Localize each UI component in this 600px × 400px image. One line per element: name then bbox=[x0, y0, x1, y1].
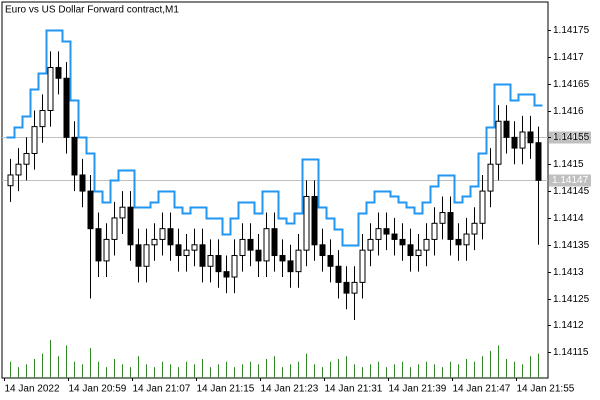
candle-body bbox=[247, 238, 254, 251]
candle-body bbox=[279, 255, 286, 262]
candle-body bbox=[151, 238, 158, 246]
candle-body bbox=[271, 228, 278, 257]
y-tick-label: 1.14115 bbox=[553, 347, 589, 358]
y-tick-label: 1.14135 bbox=[553, 240, 590, 251]
candle-body bbox=[215, 255, 222, 273]
x-tick-label: 14 Jan 20:59 bbox=[69, 384, 127, 395]
plot-frame bbox=[1, 1, 549, 379]
candle-body bbox=[511, 136, 518, 149]
candle-body bbox=[87, 190, 94, 230]
candle-body bbox=[519, 131, 526, 149]
candle-body bbox=[31, 126, 38, 154]
y-tick-label: 1.1416 bbox=[553, 106, 584, 117]
candle-body bbox=[199, 244, 206, 267]
y-tick-label: 1.1412 bbox=[553, 320, 584, 331]
candle-body bbox=[399, 238, 406, 246]
x-tick-label: 14 Jan 21:47 bbox=[453, 384, 511, 395]
chart-title: Euro vs US Dollar Forward contract,M1 bbox=[5, 5, 179, 16]
y-tick-label: 1.1415 bbox=[553, 159, 584, 170]
candle-body bbox=[407, 244, 414, 257]
candle-body bbox=[263, 228, 270, 262]
candle-body bbox=[23, 152, 30, 165]
candle-body bbox=[447, 212, 454, 240]
candle-body bbox=[207, 255, 214, 267]
candle-body bbox=[375, 228, 382, 240]
candle-body bbox=[391, 233, 398, 240]
x-tick-label: 14 Jan 2022 bbox=[5, 384, 60, 395]
x-tick-label: 14 Jan 21:31 bbox=[325, 384, 383, 395]
candle-body bbox=[223, 271, 230, 278]
candle-body bbox=[239, 238, 246, 257]
y-tick-label: 1.14175 bbox=[553, 25, 590, 36]
candle-body bbox=[495, 120, 502, 165]
candle-body bbox=[39, 110, 46, 128]
candle-body bbox=[439, 212, 446, 224]
y-tick-label: 1.14145 bbox=[553, 186, 590, 197]
y-tick-label: 1.1413 bbox=[553, 267, 584, 278]
candle-body bbox=[287, 260, 294, 273]
candle-body bbox=[15, 163, 22, 176]
candle-body bbox=[367, 238, 374, 251]
candle-body bbox=[327, 255, 334, 267]
candle-body bbox=[143, 244, 150, 267]
candle-body bbox=[255, 249, 262, 262]
y-tick-label: 1.1417 bbox=[553, 52, 584, 63]
candle-body bbox=[383, 228, 390, 235]
candle-body bbox=[487, 163, 494, 192]
price-label: 1.14147 bbox=[552, 175, 589, 186]
candle-body bbox=[119, 206, 126, 219]
candle-body bbox=[527, 131, 534, 144]
y-tick-label: 1.14155 bbox=[553, 132, 590, 143]
price-label: 1.14155 bbox=[552, 132, 589, 143]
price-label-bg bbox=[549, 131, 591, 144]
candle-body bbox=[479, 190, 486, 224]
candle-body bbox=[471, 222, 478, 235]
x-tick-label: 14 Jan 21:15 bbox=[197, 384, 255, 395]
candle-body bbox=[295, 249, 302, 273]
candle-body bbox=[135, 244, 142, 267]
candle-body bbox=[175, 244, 182, 257]
price-label-bg bbox=[549, 174, 591, 187]
x-tick-label: 14 Jan 21:55 bbox=[517, 384, 575, 395]
candle-body bbox=[127, 206, 134, 246]
candle-body bbox=[95, 228, 102, 262]
candle-body bbox=[71, 136, 78, 176]
candle-body bbox=[431, 222, 438, 240]
candle-body bbox=[303, 195, 310, 251]
x-tick-label: 14 Jan 21:39 bbox=[389, 384, 447, 395]
ask-line bbox=[6, 29, 543, 247]
candle-body bbox=[343, 281, 350, 294]
candle-body bbox=[79, 174, 86, 192]
candle-body bbox=[351, 281, 358, 294]
candle-body bbox=[535, 142, 542, 181]
candle-body bbox=[183, 249, 190, 257]
candle-body bbox=[63, 77, 70, 138]
candle-body bbox=[335, 265, 342, 283]
candle-body bbox=[415, 249, 422, 257]
candle-body bbox=[7, 174, 14, 187]
candle-body bbox=[359, 249, 366, 283]
candle-body bbox=[111, 217, 118, 240]
candle-body bbox=[455, 238, 462, 246]
y-tick-label: 1.14125 bbox=[553, 294, 590, 305]
candle-body bbox=[191, 244, 198, 251]
candle-body bbox=[159, 228, 166, 240]
x-tick-label: 14 Jan 21:23 bbox=[261, 384, 319, 395]
y-tick-label: 1.14165 bbox=[553, 79, 590, 90]
candle-body bbox=[319, 244, 326, 257]
x-tick-label: 14 Jan 21:07 bbox=[133, 384, 191, 395]
candle-body bbox=[55, 67, 62, 79]
candle-body bbox=[167, 228, 174, 246]
y-tick-label: 1.1414 bbox=[553, 213, 584, 224]
candle-body bbox=[231, 255, 238, 278]
candle-body bbox=[463, 233, 470, 246]
candle-body bbox=[503, 120, 510, 138]
candle-body bbox=[103, 238, 110, 262]
candle-body bbox=[423, 238, 430, 251]
candle-body bbox=[311, 195, 318, 246]
candle-body bbox=[47, 67, 54, 112]
